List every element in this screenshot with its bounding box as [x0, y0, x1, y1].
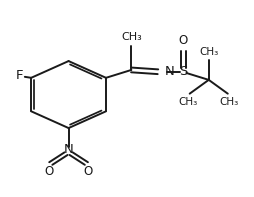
Text: O: O: [84, 165, 93, 178]
Text: CH₃: CH₃: [199, 47, 218, 57]
Text: F: F: [16, 69, 24, 82]
Text: CH₃: CH₃: [179, 97, 198, 107]
Text: CH₃: CH₃: [121, 32, 142, 42]
Text: N: N: [165, 65, 174, 78]
Text: O: O: [44, 165, 53, 178]
Text: O: O: [179, 34, 188, 47]
Text: S: S: [179, 64, 187, 77]
Text: N: N: [64, 143, 73, 156]
Text: CH₃: CH₃: [219, 97, 239, 107]
